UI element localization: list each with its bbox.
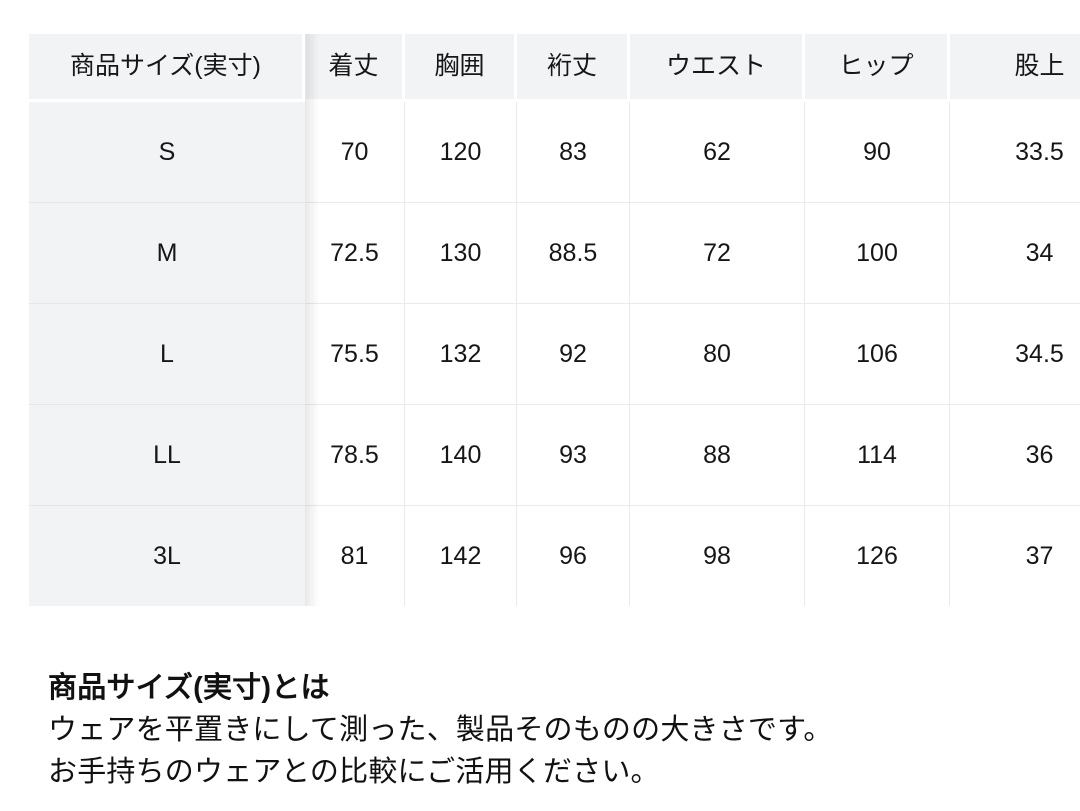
size-notes-line-2: お手持ちのウェアとの比較にご活用ください。 (48, 756, 660, 789)
table-row: S 70 120 83 62 90 33.5 (29, 102, 1080, 203)
size-table-body: S 70 120 83 62 90 33.5 M 72.5 130 88.5 7… (29, 102, 1080, 606)
cell-waist: 88 (630, 405, 805, 506)
cell-body-length: 72.5 (305, 203, 405, 304)
column-header-waist: ウエスト (630, 34, 805, 102)
cell-sleeve-length: 96 (517, 506, 630, 606)
cell-chest: 130 (405, 203, 517, 304)
cell-waist: 98 (630, 506, 805, 606)
row-size-label: LL (29, 405, 305, 506)
row-size-label: S (29, 102, 305, 203)
table-row: L 75.5 132 92 80 106 34.5 (29, 304, 1080, 405)
size-notes-title: 商品サイズ(実寸)とは (48, 672, 330, 704)
size-notes-line-1: ウェアを平置きにして測った、製品そのものの大きさです。 (48, 714, 833, 747)
table-row: M 72.5 130 88.5 72 100 34 (29, 203, 1080, 304)
cell-waist: 72 (630, 203, 805, 304)
cell-hip: 114 (805, 405, 950, 506)
cell-hip: 106 (805, 304, 950, 405)
product-size-table: 商品サイズ(実寸) 着丈 胸囲 裄丈 ウエスト ヒップ 股上 S 70 120 … (29, 34, 1080, 606)
table-row: LL 78.5 140 93 88 114 36 (29, 405, 1080, 506)
column-header-chest: 胸囲 (405, 34, 517, 102)
cell-chest: 142 (405, 506, 517, 606)
row-size-label: L (29, 304, 305, 405)
size-notes: 商品サイズ(実寸)とは ウェアを平置きにして測った、製品そのものの大きさです。 … (48, 668, 1048, 793)
cell-body-length: 78.5 (305, 405, 405, 506)
cell-body-length: 75.5 (305, 304, 405, 405)
cell-hip: 126 (805, 506, 950, 606)
column-header-sleeve-length: 裄丈 (517, 34, 630, 102)
row-size-label: 3L (29, 506, 305, 606)
cell-waist: 80 (630, 304, 805, 405)
column-header-hip: ヒップ (805, 34, 950, 102)
cell-chest: 120 (405, 102, 517, 203)
cell-waist: 62 (630, 102, 805, 203)
size-table-head: 商品サイズ(実寸) 着丈 胸囲 裄丈 ウエスト ヒップ 股上 (29, 34, 1080, 102)
column-header-rise: 股上 (950, 34, 1080, 102)
cell-chest: 132 (405, 304, 517, 405)
cell-rise: 34.5 (950, 304, 1080, 405)
cell-rise: 34 (950, 203, 1080, 304)
cell-hip: 90 (805, 102, 950, 203)
cell-sleeve-length: 83 (517, 102, 630, 203)
size-table-header-row: 商品サイズ(実寸) 着丈 胸囲 裄丈 ウエスト ヒップ 股上 (29, 34, 1080, 102)
cell-chest: 140 (405, 405, 517, 506)
cell-hip: 100 (805, 203, 950, 304)
cell-sleeve-length: 88.5 (517, 203, 630, 304)
cell-body-length: 70 (305, 102, 405, 203)
cell-sleeve-length: 93 (517, 405, 630, 506)
cell-sleeve-length: 92 (517, 304, 630, 405)
table-row: 3L 81 142 96 98 126 37 (29, 506, 1080, 606)
column-header-size-label: 商品サイズ(実寸) (29, 34, 305, 102)
cell-rise: 33.5 (950, 102, 1080, 203)
column-header-body-length: 着丈 (305, 34, 405, 102)
size-table-scroll-container[interactable]: 商品サイズ(実寸) 着丈 胸囲 裄丈 ウエスト ヒップ 股上 S 70 120 … (29, 34, 1080, 606)
cell-rise: 36 (950, 405, 1080, 506)
cell-body-length: 81 (305, 506, 405, 606)
row-size-label: M (29, 203, 305, 304)
cell-rise: 37 (950, 506, 1080, 606)
